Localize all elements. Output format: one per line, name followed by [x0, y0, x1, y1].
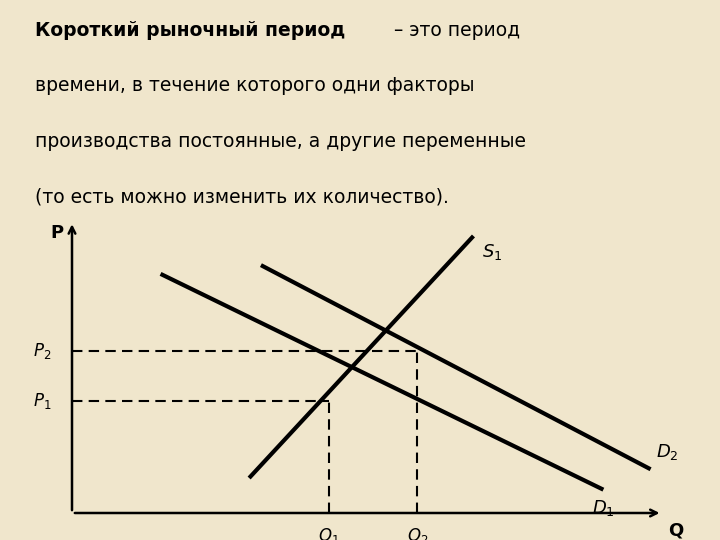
- Text: $S_1$: $S_1$: [482, 242, 503, 262]
- Text: $Q_1$: $Q_1$: [318, 526, 340, 540]
- Text: производства постоянные, а другие переменные: производства постоянные, а другие переме…: [35, 132, 526, 151]
- Text: – это период: – это период: [388, 21, 520, 40]
- Text: P: P: [50, 224, 64, 242]
- Text: $D_2$: $D_2$: [657, 442, 679, 462]
- Text: Короткий рыночный период: Короткий рыночный период: [35, 21, 346, 40]
- Text: $P_1$: $P_1$: [33, 391, 51, 411]
- Text: $Q_2$: $Q_2$: [407, 526, 428, 540]
- Text: $P_2$: $P_2$: [33, 341, 51, 361]
- Text: $D_1$: $D_1$: [592, 498, 614, 518]
- Text: времени, в течение которого одни факторы: времени, в течение которого одни факторы: [35, 77, 475, 96]
- Text: Q: Q: [668, 522, 683, 540]
- Text: (то есть можно изменить их количество).: (то есть можно изменить их количество).: [35, 187, 449, 206]
